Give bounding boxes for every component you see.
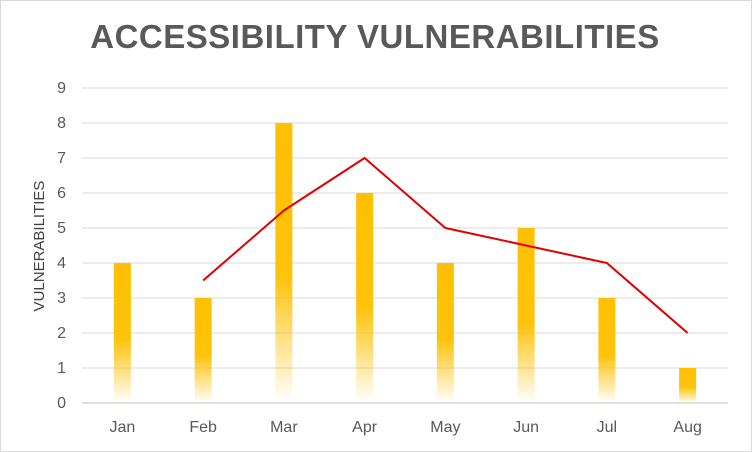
bar-jun xyxy=(517,228,535,403)
y-tick-label: 6 xyxy=(57,185,66,202)
y-tick-label: 9 xyxy=(57,80,66,97)
x-tick-label: Feb xyxy=(189,419,217,436)
bar-jul xyxy=(598,298,616,403)
y-tick-label: 3 xyxy=(57,290,66,307)
bar-jan xyxy=(113,263,131,403)
x-tick-label: Aug xyxy=(673,419,701,436)
x-tick-label: Apr xyxy=(352,419,378,436)
y-tick-label: 5 xyxy=(57,220,66,237)
y-tick-label: 8 xyxy=(57,115,66,132)
y-axis-label: VULNERABILITIES xyxy=(31,181,48,312)
bar-mar xyxy=(275,123,293,403)
bar-apr xyxy=(356,193,374,403)
x-tick-label: May xyxy=(430,419,460,436)
chart-title: ACCESSIBILITY VULNERABILITIES xyxy=(90,18,660,55)
bar-aug xyxy=(679,368,697,403)
y-tick-label: 7 xyxy=(57,150,66,167)
x-tick-label: Jun xyxy=(513,419,539,436)
y-tick-label: 4 xyxy=(57,255,66,272)
trend-line xyxy=(202,157,689,334)
bar-may xyxy=(436,263,454,403)
y-tick-label: 1 xyxy=(57,360,66,377)
x-tick-label: Jan xyxy=(109,419,135,436)
x-tick-label: Mar xyxy=(270,419,298,436)
x-tick-label: Jul xyxy=(597,419,617,436)
y-tick-label: 2 xyxy=(57,325,66,342)
y-tick-label: 0 xyxy=(57,395,66,412)
bar-feb xyxy=(194,298,212,403)
